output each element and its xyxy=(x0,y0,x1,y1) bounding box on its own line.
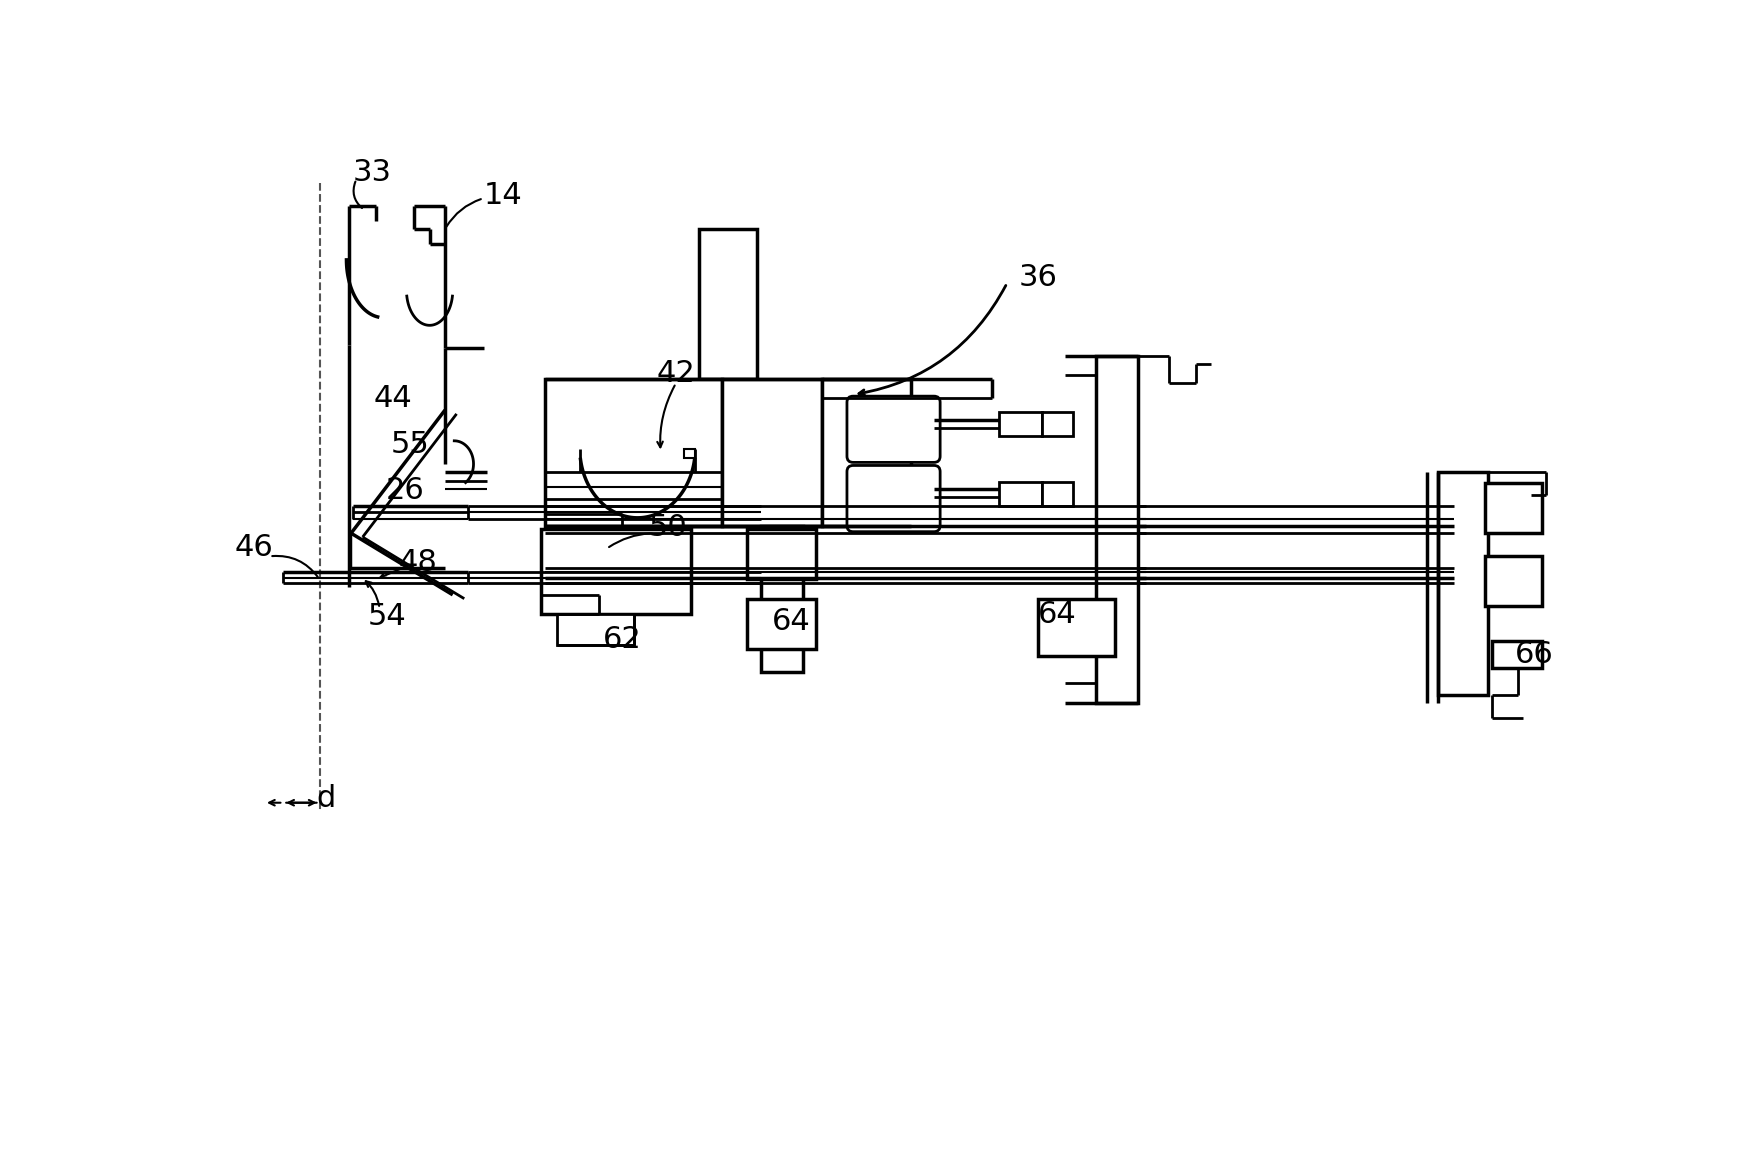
Bar xyxy=(1485,484,1542,533)
Text: 14: 14 xyxy=(483,182,522,211)
Bar xyxy=(556,614,633,645)
FancyBboxPatch shape xyxy=(847,396,941,463)
Bar xyxy=(1042,481,1073,506)
Bar xyxy=(544,379,722,526)
Text: 64: 64 xyxy=(1038,600,1076,629)
Text: 36: 36 xyxy=(1019,263,1057,292)
Bar xyxy=(746,598,816,649)
Bar xyxy=(541,529,692,614)
Text: d: d xyxy=(316,785,336,814)
Bar xyxy=(1000,481,1042,506)
Text: 62: 62 xyxy=(603,625,642,653)
Text: 55: 55 xyxy=(391,430,430,459)
Text: 54: 54 xyxy=(369,602,407,631)
Text: 46: 46 xyxy=(235,533,273,562)
Text: 50: 50 xyxy=(649,513,687,541)
Text: 64: 64 xyxy=(772,608,810,636)
Bar xyxy=(1438,472,1489,694)
Text: 42: 42 xyxy=(657,358,696,388)
Text: 33: 33 xyxy=(353,158,391,187)
Bar xyxy=(746,529,816,580)
Text: 48: 48 xyxy=(398,548,438,577)
Bar xyxy=(1000,411,1042,437)
Bar xyxy=(760,526,803,672)
Bar xyxy=(1492,641,1542,667)
Text: 66: 66 xyxy=(1515,641,1555,670)
Bar xyxy=(699,230,756,379)
Bar xyxy=(683,448,696,458)
Bar xyxy=(1038,598,1115,657)
Bar xyxy=(722,379,823,526)
Bar xyxy=(1096,356,1137,703)
Text: 44: 44 xyxy=(374,384,412,413)
Bar xyxy=(1042,411,1073,437)
FancyBboxPatch shape xyxy=(847,465,941,532)
Text: 26: 26 xyxy=(386,477,424,506)
Bar xyxy=(823,379,911,526)
Bar xyxy=(1485,556,1542,607)
